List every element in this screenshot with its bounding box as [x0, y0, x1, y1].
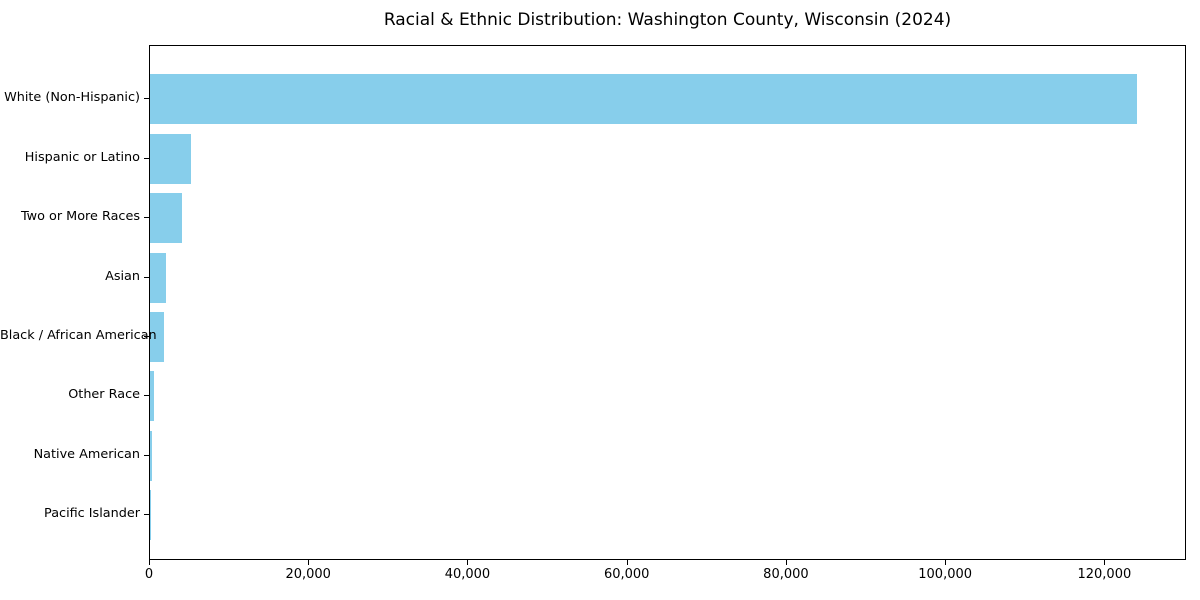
- bar: [150, 430, 152, 481]
- x-tick-label: 120,000: [1077, 567, 1132, 582]
- x-tick-label: 100,000: [918, 567, 973, 582]
- x-tick-mark: [467, 560, 469, 565]
- x-tick-label: 40,000: [444, 567, 491, 582]
- bar: [150, 133, 192, 184]
- x-tick-mark: [785, 560, 787, 565]
- y-tick-mark: [144, 217, 149, 219]
- y-tick-mark: [144, 395, 149, 397]
- bar: [150, 252, 166, 303]
- bar: [150, 311, 165, 362]
- y-tick-mark: [144, 514, 149, 516]
- x-tick-mark: [626, 560, 628, 565]
- x-tick-mark: [945, 560, 947, 565]
- y-tick-label: Asian: [105, 268, 140, 284]
- x-tick-mark: [308, 560, 310, 565]
- y-tick-mark: [144, 454, 149, 456]
- y-tick-label: Black / African American: [0, 327, 157, 343]
- y-tick-label: Pacific Islander: [44, 506, 140, 522]
- x-tick-label: 20,000: [285, 567, 331, 582]
- y-tick-mark: [144, 98, 149, 100]
- y-tick-label: Two or More Races: [20, 209, 140, 225]
- y-tick-label: Other Race: [68, 387, 140, 403]
- plot-area: [149, 45, 1186, 560]
- x-tick-label: 80,000: [763, 567, 809, 582]
- y-tick-mark: [144, 335, 149, 337]
- y-tick-mark: [144, 157, 149, 159]
- bar: [150, 371, 155, 422]
- x-tick-label: 60,000: [603, 567, 650, 582]
- x-tick-label: 0: [144, 567, 154, 582]
- chart-title: Racial & Ethnic Distribution: Washington…: [383, 10, 952, 30]
- bar: [150, 74, 1138, 125]
- y-tick-label: Native American: [33, 446, 140, 462]
- y-tick-mark: [144, 276, 149, 278]
- y-tick-label: Hispanic or Latino: [24, 149, 140, 165]
- y-tick-label: White (Non-Hispanic): [4, 90, 140, 106]
- bar: [150, 193, 182, 244]
- x-tick-mark: [1104, 560, 1106, 565]
- x-tick-mark: [149, 560, 150, 565]
